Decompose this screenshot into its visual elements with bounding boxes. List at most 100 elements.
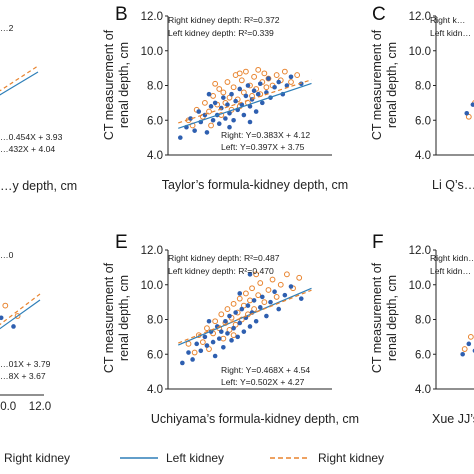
panel-d-equation-left: …8X + 3.67	[0, 371, 46, 381]
left-kidney-point	[216, 336, 222, 341]
right-kidney-fit-line	[178, 289, 312, 344]
y-tick-label: 8.0	[415, 81, 431, 93]
left-kidney-point	[460, 351, 465, 357]
left-kidney-point	[204, 130, 210, 135]
left-kidney-point	[253, 318, 259, 324]
legend-left-kidney-label: Left kidney	[166, 451, 224, 465]
panel-a-x-axis-label: …y depth, cm	[0, 179, 77, 193]
right-kidney-fit-line	[178, 79, 312, 124]
left-kidney-point	[266, 76, 271, 81]
left-kidney-point	[216, 121, 222, 127]
right-kidney-point	[224, 306, 231, 312]
right-kidney-point	[269, 276, 276, 283]
panel-e-points	[180, 271, 304, 366]
y-tick-label: 12.0	[409, 11, 431, 23]
left-kidney-point	[229, 91, 234, 97]
left-kidney-point	[264, 313, 269, 319]
panel-f-y-axis-label-2: renal depth, cm	[385, 275, 399, 361]
panel-d-x-tick-12: 12.0	[29, 401, 51, 413]
panel-f-y-axis-label-1: CT measurement of	[370, 262, 384, 373]
left-kidney-point	[247, 272, 253, 277]
right-kidney-point	[296, 274, 303, 281]
left-kidney-point	[206, 91, 212, 97]
left-kidney-point	[212, 100, 218, 106]
right-kidney-point	[218, 311, 225, 318]
panel-c-points	[464, 100, 474, 120]
right-kidney-point	[273, 72, 280, 78]
right-kidney-point	[251, 306, 258, 312]
panel-d-fit-left	[0, 299, 41, 330]
left-kidney-point	[194, 341, 199, 347]
y-tick-label: 10.0	[141, 46, 163, 58]
panel-d-equation-right: …01X + 3.79	[0, 359, 51, 369]
left-kidney-point	[247, 324, 253, 329]
left-kidney-point	[196, 109, 202, 114]
left-kidney-point	[255, 91, 261, 97]
left-kidney-point	[206, 318, 212, 324]
right-kidney-point	[236, 70, 243, 77]
panel-b-x-axis-label: Taylor’s formula-kidney depth, cm	[162, 178, 348, 192]
panel-f: F 4.0 6.0 8.0 10.0 12.0 Right kidn… Left kid…	[370, 232, 474, 426]
y-tick-label: 4.0	[415, 384, 431, 396]
panel-b-y-axis-label-2: renal depth, cm	[117, 42, 131, 128]
panel-c-annotation-right: Right k…	[430, 15, 465, 25]
right-kidney-point	[261, 70, 268, 77]
right-kidney-point	[232, 321, 239, 328]
panel-b-equation-right: Right: Y=0.383X + 4.12	[221, 130, 310, 140]
left-kidney-point	[190, 357, 195, 362]
y-tick-label: 10.0	[409, 280, 431, 292]
panel-e-axes: 4.0 6.0 8.0 10.0 12.0	[141, 245, 332, 396]
y-tick-label: 10.0	[141, 280, 163, 292]
panel-c-annotation-left: Left kidn…	[430, 28, 471, 38]
panel-e-equation-left: Left: Y=0.502X + 4.27	[221, 377, 305, 387]
panel-e-equation-right: Right: Y=0.468X + 4.54	[221, 365, 310, 375]
left-kidney-point	[223, 318, 228, 324]
panel-e-letter: E	[115, 232, 128, 253]
right-kidney-point	[230, 332, 237, 339]
right-kidney-point	[257, 280, 264, 286]
left-kidney-point	[223, 116, 228, 121]
left-kidney-point	[202, 334, 208, 340]
panel-d-annotation: …0	[0, 250, 14, 260]
left-kidney-point	[0, 315, 4, 321]
panel-b-letter: B	[115, 4, 128, 25]
left-kidney-point	[288, 74, 294, 80]
panel-f-axes: 4.0 6.0 8.0 10.0 12.0	[409, 245, 474, 396]
panel-a-annotation: …2	[0, 23, 14, 33]
left-kidney-point	[245, 303, 251, 308]
right-kidney-point	[255, 292, 262, 299]
right-kidney-point	[185, 340, 192, 347]
panel-d-fit-right	[0, 293, 41, 326]
left-kidney-point	[466, 341, 472, 347]
panel-b-annotation-left: Left kidney depth: R²=0.339	[168, 28, 274, 38]
y-tick-label: 6.0	[147, 349, 163, 361]
right-kidney-point	[210, 93, 217, 99]
right-kidney-point	[230, 84, 237, 91]
left-kidney-point	[208, 104, 214, 109]
panel-e-annotation-right: Right kidney depth: R²=0.487	[168, 253, 280, 263]
left-kidney-point	[257, 81, 263, 87]
left-kidney-point	[253, 109, 259, 114]
left-kidney-point	[229, 338, 234, 343]
right-kidney-point	[216, 86, 223, 92]
panel-c: C 4.06.08.010.012.0 Right k… Left kidn… …	[370, 4, 474, 192]
left-kidney-point	[178, 135, 183, 140]
panel-f-x-axis-label: Xue JJ’s…	[432, 412, 474, 426]
left-kidney-point	[221, 95, 226, 100]
left-kidney-point	[198, 348, 204, 354]
right-kidney-point	[247, 297, 253, 304]
panel-c-letter: C	[372, 4, 386, 25]
panel-a: …2 …0.454X + 3.93 …432X + 4.04 …y depth,…	[0, 23, 77, 193]
left-kidney-point	[241, 112, 247, 118]
right-kidney-point	[461, 346, 468, 352]
panel-e-y-axis-label-2: renal depth, cm	[117, 275, 131, 361]
right-kidney-point	[253, 271, 260, 278]
right-kidney-point	[255, 66, 262, 73]
right-kidney-point	[238, 77, 245, 84]
left-kidney-point	[272, 84, 277, 90]
left-kidney-point	[243, 93, 249, 99]
left-kidney-point	[288, 284, 294, 289]
left-kidney-point	[210, 117, 216, 123]
left-kidney-point	[227, 111, 232, 116]
